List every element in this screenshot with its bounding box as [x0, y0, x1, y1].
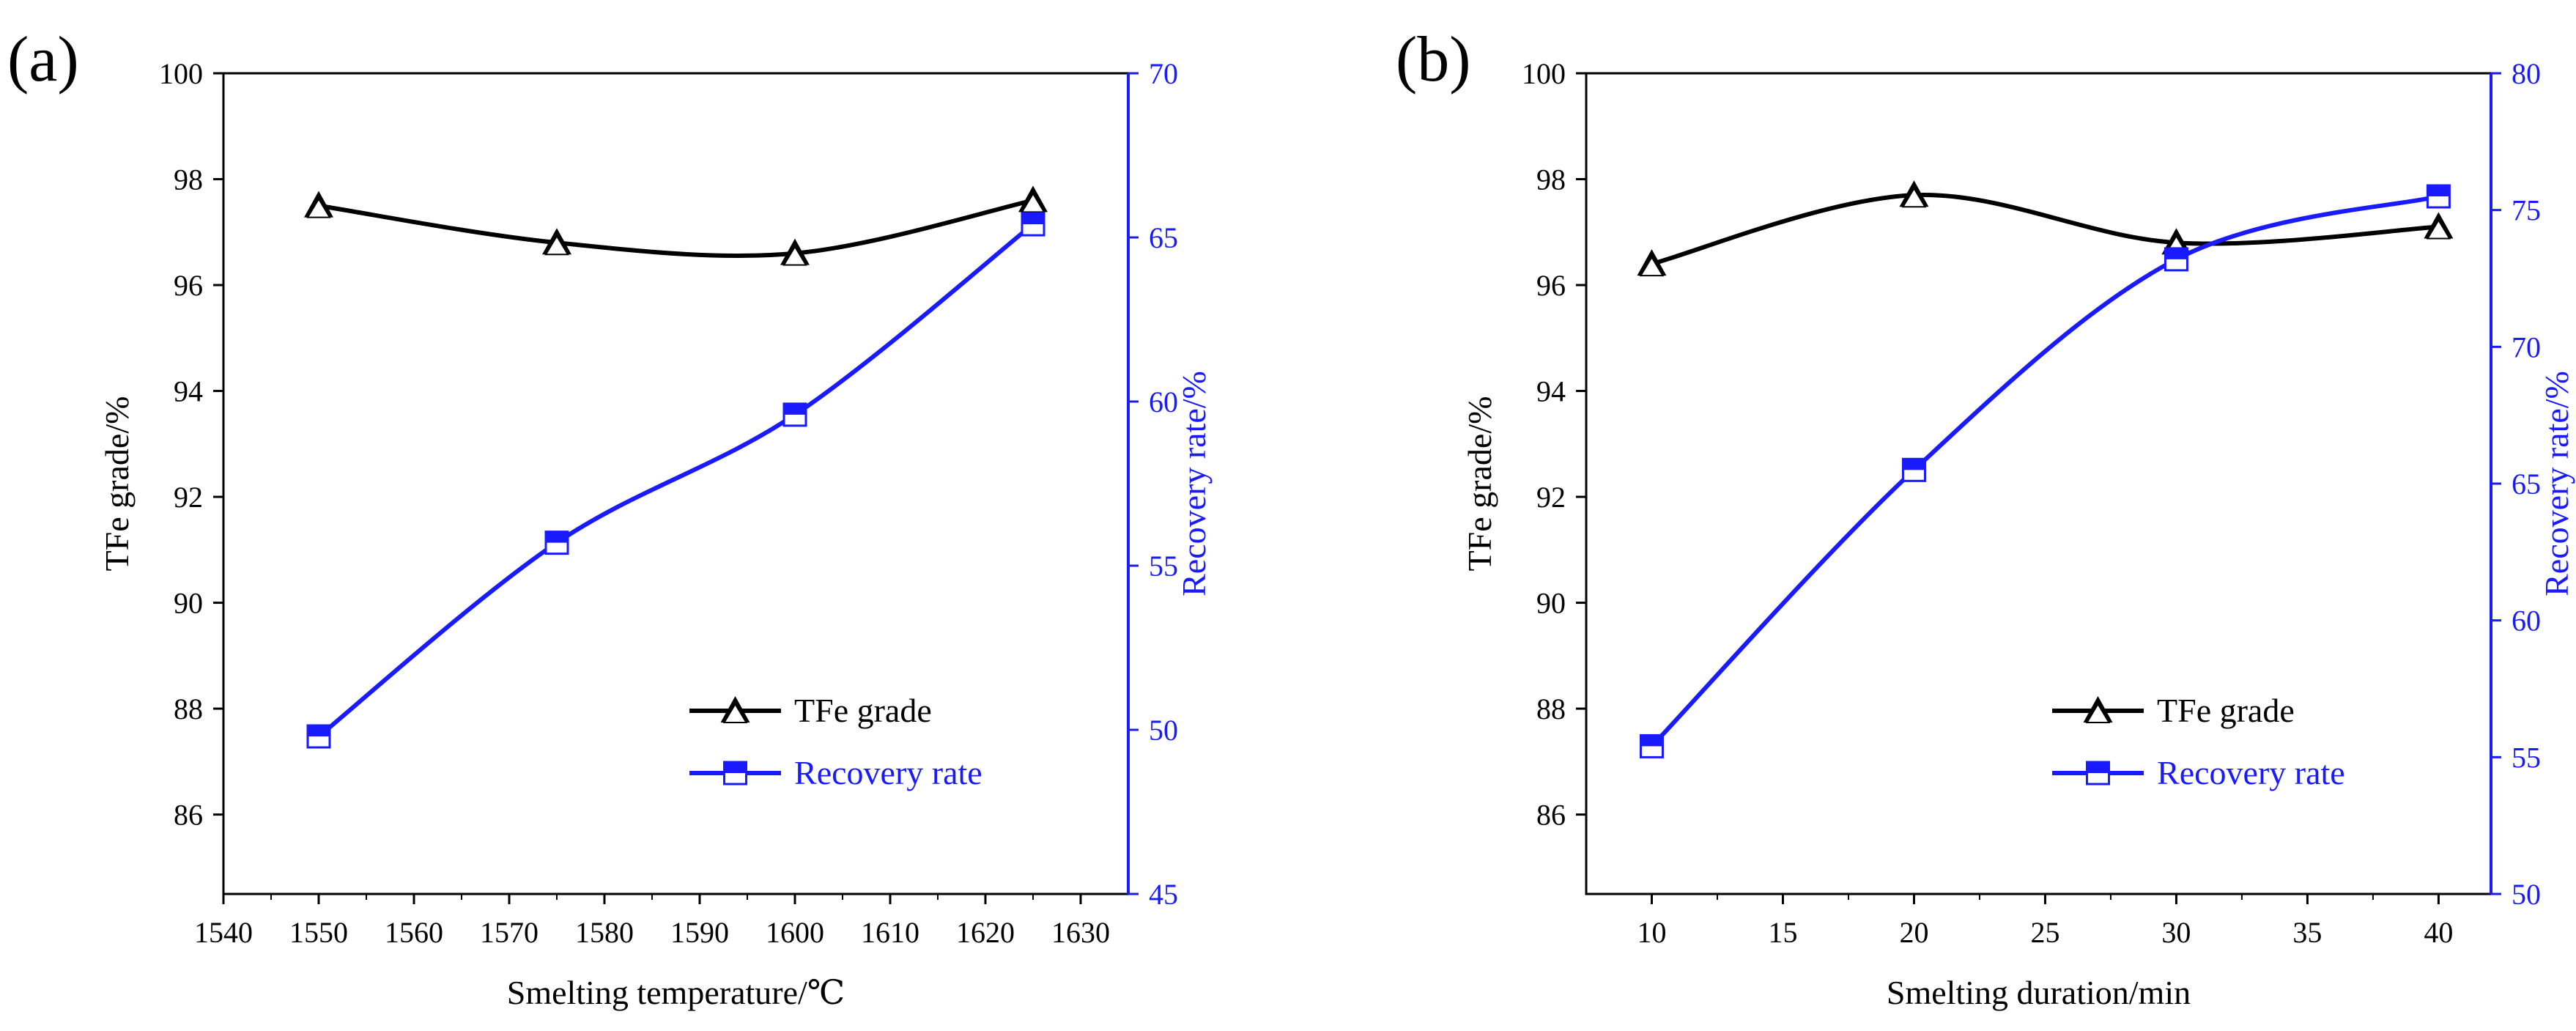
legend-b: TFe grade Recovery rate	[2052, 692, 2345, 791]
y-right-tick-label: 45	[1149, 878, 1178, 911]
line-tfe-grade	[318, 198, 1034, 258]
x-tick-label: 20	[1899, 916, 1928, 949]
x-tick-label: 1550	[289, 916, 348, 949]
x-tick-label: 1570	[480, 916, 538, 949]
point-recovery-rate-fill	[784, 403, 806, 415]
line-recovery-rate	[317, 222, 1035, 739]
x-tick-label: 1610	[861, 916, 919, 949]
y-tick-label: 92	[1536, 481, 1566, 514]
point-tfe-grade-face	[544, 234, 569, 256]
x-tick-label: 1540	[194, 916, 253, 949]
x-tick-label: 1560	[385, 916, 443, 949]
y-tick-label: 98	[174, 163, 203, 196]
y-axis-title-left-a: TFe grade/%	[98, 396, 136, 572]
y-tick-label: 100	[159, 57, 203, 90]
x-tick-label: 1620	[956, 916, 1015, 949]
legend-square-fill	[2087, 762, 2109, 773]
data-series-b	[1637, 180, 2454, 758]
point-recovery-rate-fill	[2165, 248, 2188, 259]
y-right-tick-label: 70	[1149, 57, 1178, 90]
y-tick-label: 86	[174, 799, 203, 832]
y-right-tick-label: 50	[2512, 878, 2541, 911]
y-tick-label: 90	[1536, 587, 1566, 620]
y-tick-label: 92	[174, 481, 203, 514]
x-axis-title-a: Smelting temperature/℃	[507, 974, 845, 1011]
y-tick-label: 88	[1536, 692, 1566, 725]
y-tick-label: 100	[1522, 57, 1566, 90]
x-tick-label: 40	[2424, 916, 2453, 949]
y-tick-label: 86	[1536, 799, 1566, 832]
axis-ticks-b: 10 15 20 25 30 35 40 86 88 90 92 94 96 98 100 50 55 60 65 7…	[1522, 57, 2541, 949]
y-axis-title-right-a: Recovery rate/%	[1175, 371, 1213, 596]
y-right-tick-label: 65	[1149, 221, 1178, 254]
axis-ticks-a: 1540 1550 1560 1570 1580 1590 1600 1610 1620 1630…	[159, 57, 1178, 949]
point-recovery-rate-fill	[1903, 459, 1925, 470]
y-tick-label: 96	[174, 269, 203, 302]
x-tick-label: 15	[1768, 916, 1797, 949]
y-right-tick-label: 80	[2512, 57, 2541, 90]
x-tick-label: 1590	[670, 916, 729, 949]
y-right-tick-label: 70	[2512, 330, 2541, 363]
y-right-tick-label: 60	[2512, 605, 2541, 638]
point-recovery-rate-fill	[1640, 735, 1663, 747]
point-tfe-grade-face	[306, 197, 331, 218]
y-tick-label: 96	[1536, 269, 1566, 302]
x-tick-label: 25	[2030, 916, 2059, 949]
panel-label-b: (b)	[1396, 24, 1471, 95]
point-recovery-rate-fill	[546, 531, 568, 543]
legend-label-recovery-rate: Recovery rate	[794, 754, 982, 791]
x-tick-label: 1600	[766, 916, 824, 949]
legend-square-fill	[724, 762, 747, 773]
x-tick-label: 30	[2161, 916, 2191, 949]
x-tick-label: 10	[1637, 916, 1666, 949]
y-tick-label: 90	[174, 587, 203, 620]
y-right-tick-label: 75	[2512, 194, 2541, 227]
legend-marker-square	[723, 761, 748, 786]
legend-label-recovery-rate: Recovery rate	[2157, 754, 2345, 791]
chart-panel-a: (a) Smelting temperature/℃ TFe grade/% R…	[7, 24, 1213, 1011]
legend-label-tfe-grade: TFe grade	[2157, 692, 2295, 729]
x-tick-label: 1580	[575, 916, 634, 949]
legend-a: TFe grade Recovery rate	[689, 692, 982, 791]
y-right-tick-label: 55	[1149, 550, 1178, 583]
legend-triangle-face	[2085, 703, 2111, 723]
y-right-tick-label: 55	[2512, 741, 2541, 774]
x-tick-label: 35	[2292, 916, 2322, 949]
y-right-tick-label: 65	[2512, 468, 2541, 500]
legend-marker-triangle	[720, 696, 750, 723]
legend-marker-triangle	[2083, 696, 2113, 723]
legend-triangle-face	[722, 703, 748, 723]
y-right-tick-label: 60	[1149, 385, 1178, 418]
y-right-tick-label: 50	[1149, 714, 1178, 747]
point-tfe-grade-face	[1021, 192, 1045, 213]
line-recovery-rate	[1650, 194, 2440, 748]
point-tfe-grade-face	[782, 245, 807, 266]
point-tfe-grade-face	[1901, 187, 1927, 208]
point-recovery-rate-fill	[2427, 185, 2450, 196]
x-axis-title-b: Smelting duration/min	[1887, 974, 2191, 1011]
point-tfe-grade-face	[1639, 256, 1665, 277]
chart-panel-b: (b) Smelting duration/min TFe grade/% Re…	[1396, 24, 2575, 1011]
panel-label-a: (a)	[7, 24, 79, 95]
point-recovery-rate-fill	[308, 725, 330, 736]
y-tick-label: 98	[1536, 163, 1566, 196]
y-tick-label: 88	[174, 692, 203, 725]
x-tick-label: 1630	[1051, 916, 1110, 949]
y-axis-title-left-b: TFe grade/%	[1461, 396, 1498, 572]
point-tfe-grade-face	[2426, 218, 2451, 240]
line-tfe-grade	[1651, 192, 2439, 267]
y-tick-label: 94	[1536, 375, 1566, 408]
point-recovery-rate-fill	[1022, 213, 1044, 225]
data-series-a	[304, 185, 1048, 749]
legend-marker-square	[2086, 761, 2111, 786]
y-axis-title-right-b: Recovery rate/%	[2538, 371, 2575, 596]
y-tick-label: 94	[174, 375, 203, 408]
legend-label-tfe-grade: TFe grade	[794, 692, 932, 729]
